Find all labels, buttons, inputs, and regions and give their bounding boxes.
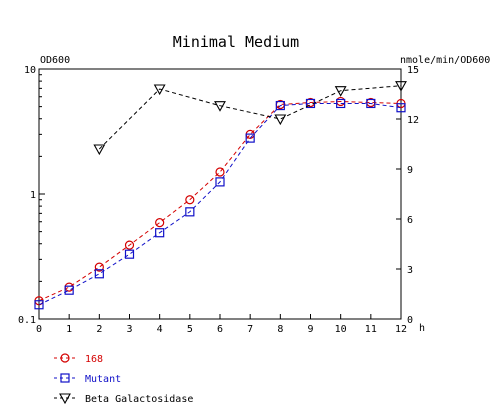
right-tick-label: 6 <box>407 215 413 226</box>
left-tick-label: 1 <box>30 190 36 201</box>
data-point <box>155 218 165 228</box>
right-tick-label: 0 <box>407 315 413 326</box>
series-2 <box>93 81 407 156</box>
left-tick-label: 0.1 <box>18 315 36 326</box>
x-tick-label: 5 <box>187 324 193 335</box>
data-point <box>153 84 166 96</box>
legend-item: 168 <box>54 353 103 365</box>
chart-title: Minimal Medium <box>173 33 299 51</box>
x-tick-label: 2 <box>96 324 102 335</box>
x-tick-label: 8 <box>277 324 283 335</box>
legend-label: 168 <box>85 354 103 365</box>
data-point <box>245 133 255 143</box>
left-axis-label: OD600 <box>40 55 70 66</box>
data-point <box>366 98 376 109</box>
legend-marker <box>60 353 70 363</box>
data-point <box>124 240 135 250</box>
series-0 <box>34 96 406 306</box>
right-tick-label: 12 <box>407 115 419 126</box>
data-point <box>155 228 165 238</box>
data-point <box>275 100 285 111</box>
legend-item: Mutant <box>54 373 121 385</box>
data-point <box>395 81 407 92</box>
x-tick-label: 11 <box>365 324 377 335</box>
x-tick-label: 0 <box>36 324 42 335</box>
x-tick-label: 7 <box>247 324 253 335</box>
series-layer <box>34 81 407 310</box>
series-1 <box>34 98 406 310</box>
legend-marker <box>59 393 71 405</box>
data-point <box>334 86 347 97</box>
x-tick-label: 6 <box>217 324 223 335</box>
legend-marker <box>60 373 70 383</box>
x-tick-label: 3 <box>126 324 132 335</box>
data-point <box>215 177 225 187</box>
x-tick-label: 9 <box>307 324 313 335</box>
series-line <box>98 85 402 150</box>
data-point <box>93 144 106 156</box>
right-tick-label: 15 <box>407 65 419 76</box>
right-axis-label: nmole/min/OD600 <box>400 55 490 66</box>
data-point <box>34 300 44 310</box>
x-axis-ticks: 0 1 2 3 4 5 6 7 8 9 10 11 12 <box>36 314 407 335</box>
data-point <box>64 285 74 295</box>
data-point <box>185 207 195 217</box>
data-point <box>94 262 104 272</box>
x-tick-label: 10 <box>335 324 347 335</box>
x-tick-label: 12 <box>395 324 407 335</box>
series-line <box>38 103 402 306</box>
data-point <box>214 101 226 112</box>
data-point <box>124 249 135 259</box>
data-point <box>185 195 195 205</box>
plot-frame <box>38 68 402 320</box>
left-tick-label: 10 <box>24 65 36 76</box>
x-tick-label: 4 <box>157 324 163 335</box>
data-point <box>215 167 225 177</box>
right-tick-label: 3 <box>407 265 413 276</box>
data-point <box>94 269 104 279</box>
legend-label: Mutant <box>85 374 121 385</box>
left-axis-ticks: 0.1 1 10 <box>18 65 45 326</box>
legend-label: Beta Galactosidase <box>85 394 193 405</box>
legend-item: Beta Galactosidase <box>54 393 193 405</box>
right-axis-ticks: 0 3 6 9 12 15 <box>396 65 419 326</box>
data-point <box>64 282 74 292</box>
data-point <box>274 114 287 126</box>
legend: 168 Mutant Beta Galactosidase <box>54 353 193 405</box>
x-tick-label: 1 <box>66 324 72 335</box>
x-unit-label: h <box>419 323 425 334</box>
data-point <box>336 98 346 109</box>
right-tick-label: 9 <box>407 165 413 176</box>
series-line <box>38 100 402 302</box>
data-point <box>396 103 406 113</box>
